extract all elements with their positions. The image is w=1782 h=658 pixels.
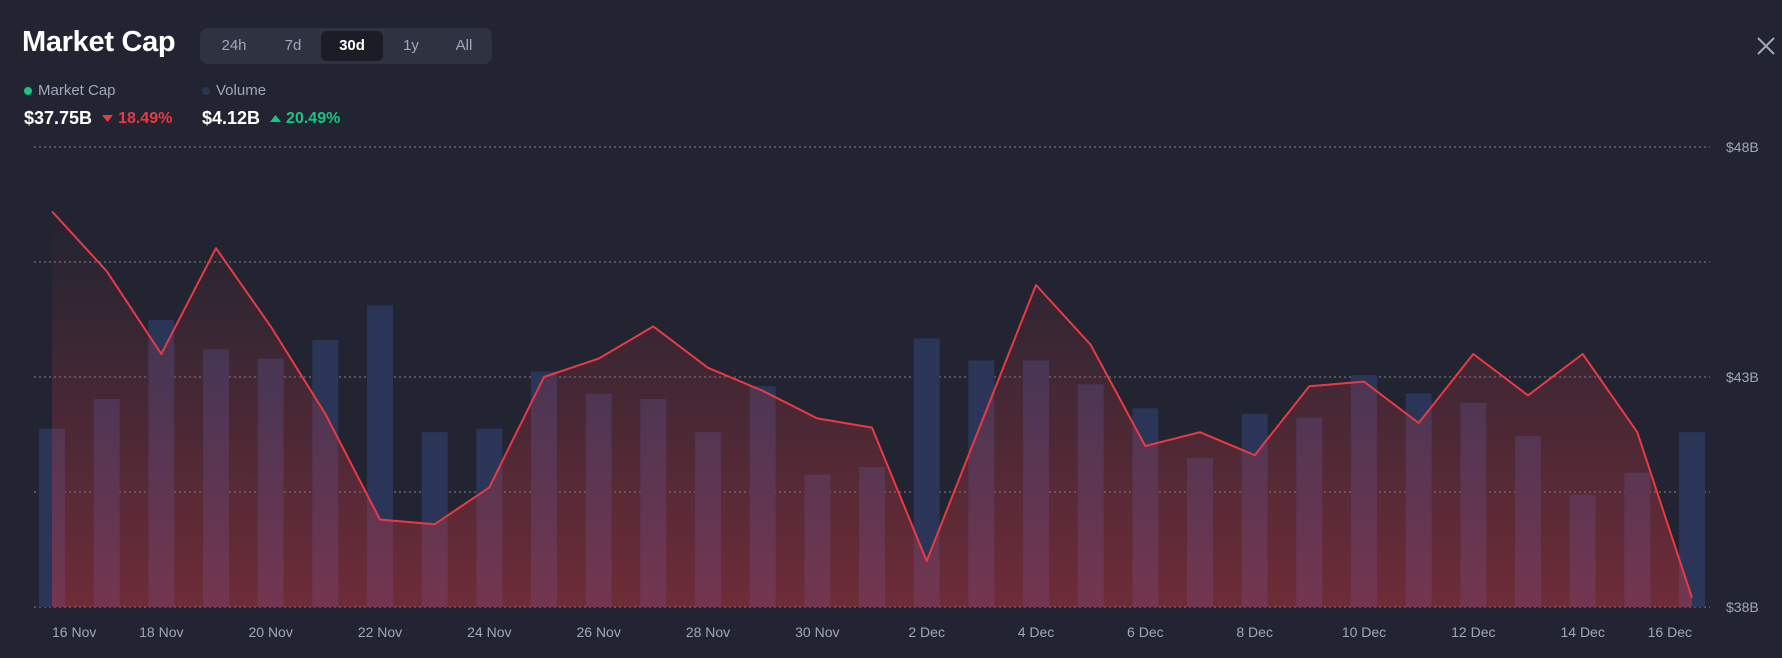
market-cap-legend-label: Market Cap (38, 82, 116, 99)
tab-30d[interactable]: 30d (321, 31, 383, 61)
x-tick-label: 24 Nov (467, 624, 511, 640)
timeframe-tabs: 24h 7d 30d 1y All (200, 28, 492, 64)
volume-legend-label: Volume (216, 82, 267, 99)
market-cap-line (51, 210, 1693, 599)
x-tick-label: 4 Dec (1018, 624, 1055, 640)
volume-dot-icon (202, 86, 210, 95)
x-tick-label: 10 Dec (1342, 624, 1386, 640)
caret-down-icon (102, 115, 114, 122)
x-tick-label: 18 Nov (139, 624, 183, 640)
x-tick-label: 16 Nov (52, 624, 96, 640)
market-cap-change-value: 18.49% (118, 109, 173, 127)
x-tick-label: 20 Nov (248, 624, 292, 640)
x-tick-label: 16 Dec (1648, 624, 1692, 640)
volume-value: $4.12B (202, 108, 261, 128)
market-cap-value: $37.75B (24, 108, 93, 128)
tab-all[interactable]: All (455, 37, 473, 54)
page-title: Market Cap (22, 26, 176, 58)
market-cap-dot-icon (24, 86, 32, 95)
volume-change-value: 20.49% (286, 109, 341, 127)
y-tick-label: $48B (1726, 139, 1759, 155)
x-tick-label: 12 Dec (1451, 624, 1495, 640)
tab-24h[interactable]: 24h (221, 37, 247, 54)
x-tick-label: 14 Dec (1560, 624, 1604, 640)
caret-up-icon (270, 115, 282, 122)
y-tick-label: $43B (1726, 369, 1759, 385)
x-tick-label: 30 Nov (795, 624, 839, 640)
close-icon[interactable] (1756, 36, 1776, 56)
tab-7d[interactable]: 7d (284, 37, 302, 54)
y-tick-label: $38B (1726, 599, 1759, 615)
legend-market-cap: Market Cap $37.75B 18.49% (24, 82, 172, 129)
x-tick-label: 28 Nov (686, 624, 730, 640)
x-tick-label: 6 Dec (1127, 624, 1164, 640)
legend-volume: Volume $4.12B 20.49% (202, 82, 340, 129)
x-tick-label: 2 Dec (908, 624, 945, 640)
x-tick-label: 26 Nov (576, 624, 620, 640)
x-tick-label: 8 Dec (1236, 624, 1273, 640)
market-cap-change: 18.49% (102, 110, 172, 128)
market-cap-area (52, 211, 1692, 607)
tab-1y[interactable]: 1y (403, 37, 419, 54)
volume-change: 20.49% (270, 110, 340, 128)
x-tick-label: 22 Nov (358, 624, 402, 640)
